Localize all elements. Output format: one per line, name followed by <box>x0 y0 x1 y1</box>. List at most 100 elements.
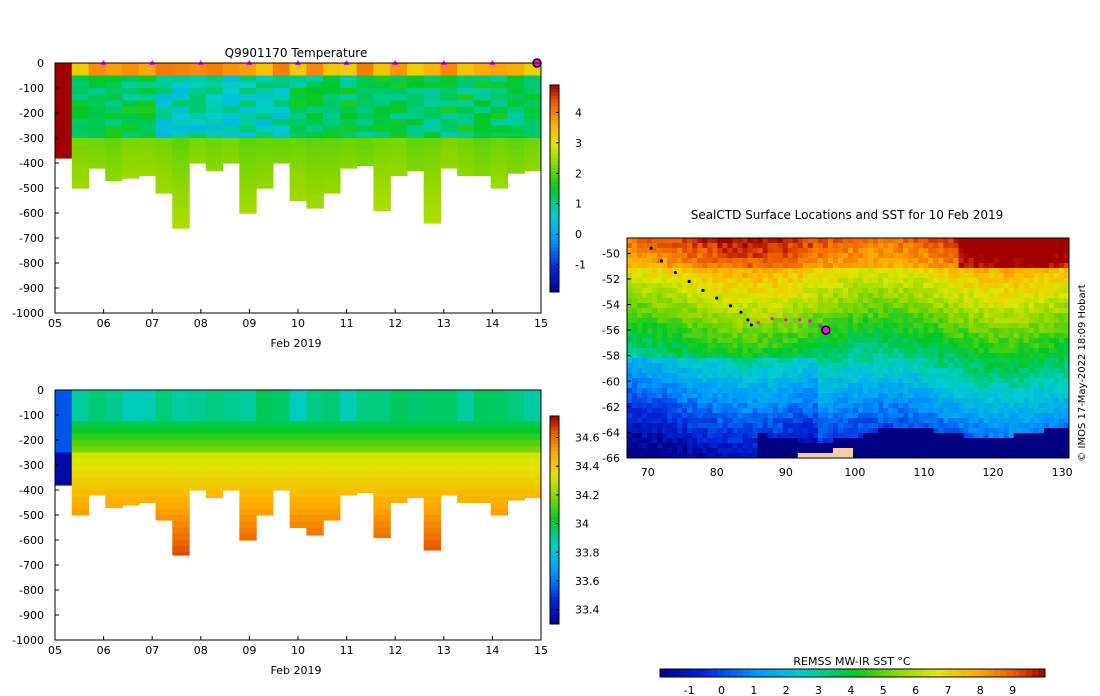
sst-cell <box>893 263 899 269</box>
sst-cell <box>777 278 784 284</box>
sst-cell <box>1023 418 1030 424</box>
heat-cell <box>71 150 90 158</box>
sst-cell <box>807 238 814 244</box>
sst-cell <box>672 323 678 329</box>
sst-cell <box>727 298 734 304</box>
sst-cell <box>687 353 693 359</box>
sst-cell <box>853 323 859 329</box>
sst-cell <box>958 428 965 434</box>
sst-cell <box>1063 243 1069 249</box>
sst-cell <box>1013 303 1020 309</box>
sst-cell <box>782 278 789 284</box>
heat-cell <box>105 63 123 70</box>
sst-cell <box>712 403 719 409</box>
sst-cell <box>903 328 909 334</box>
sst-cell <box>938 338 945 344</box>
sst-cell <box>687 378 693 384</box>
heat-cell <box>289 521 307 529</box>
sst-cell <box>697 393 703 399</box>
sst-cell <box>958 298 965 304</box>
sst-cell <box>1028 433 1035 439</box>
sst-cell <box>637 398 643 404</box>
sst-cell <box>772 353 779 359</box>
colorbar-segment <box>550 236 559 241</box>
sst-cell <box>848 248 854 254</box>
sst-cell <box>827 373 834 379</box>
sst-cell <box>672 393 678 399</box>
heat-cell <box>473 81 492 89</box>
sst-cell <box>883 393 889 399</box>
sst-cell <box>1058 328 1065 334</box>
heat-cell <box>222 408 240 416</box>
y-tick-label: -300 <box>19 132 44 145</box>
sst-cell <box>732 293 739 299</box>
sst-cell <box>1028 358 1035 364</box>
heat-cell <box>507 433 525 441</box>
sst-cell <box>963 353 970 359</box>
sst-cell <box>727 388 734 394</box>
heat-cell <box>440 477 458 485</box>
colorbar-segment <box>550 558 559 563</box>
sst-cell <box>762 273 769 279</box>
sst-cell <box>1003 428 1010 434</box>
heat-cell <box>122 169 140 177</box>
sst-cell <box>832 358 839 364</box>
sst-cell <box>928 418 934 424</box>
sst-cell <box>782 363 789 369</box>
sst-cell <box>853 403 859 409</box>
sst-cell <box>742 438 749 444</box>
sst-cell <box>817 348 824 354</box>
sst-cell <box>898 403 904 409</box>
sst-cell <box>893 248 899 254</box>
sst-cell <box>647 413 653 419</box>
sst-cell <box>732 373 739 379</box>
sst-cell <box>1003 363 1010 369</box>
sst-cell <box>933 388 940 394</box>
sst-cell <box>1023 263 1030 269</box>
heat-cell <box>239 515 257 522</box>
sst-cell <box>908 253 914 259</box>
heat-cell <box>323 156 341 164</box>
sst-cell <box>687 348 693 354</box>
sst-cell <box>878 273 884 279</box>
sst-cell <box>677 433 683 439</box>
sst-cell <box>1008 423 1015 429</box>
heat-cell <box>339 63 358 70</box>
sst-cell <box>657 343 663 349</box>
sst-cell <box>928 368 934 374</box>
sst-cell <box>1023 423 1030 429</box>
sst-cell <box>772 263 779 269</box>
heat-cell <box>440 119 458 127</box>
sst-cell <box>797 343 804 349</box>
sst-cell <box>772 343 779 349</box>
sst-cell <box>677 348 683 354</box>
sst-cell <box>1053 408 1060 414</box>
sst-cell <box>973 428 980 434</box>
sst-cell <box>747 273 754 279</box>
sst-cell <box>812 383 819 389</box>
sst-cell <box>647 243 653 249</box>
sst-cell <box>863 298 869 304</box>
heat-cell <box>373 458 391 466</box>
sst-cell <box>978 293 985 299</box>
sst-cell <box>948 313 955 319</box>
sst-cell <box>812 248 819 254</box>
sst-cell <box>938 253 945 259</box>
sst-cell <box>637 253 643 259</box>
heat-cell <box>105 156 123 164</box>
sst-cell <box>928 428 934 434</box>
heat-cell <box>406 390 425 397</box>
sst-cell <box>938 413 945 419</box>
sst-cell <box>883 268 889 274</box>
sst-cell <box>988 258 995 264</box>
sst-cell <box>737 403 744 409</box>
sst-cell <box>737 303 744 309</box>
sst-cell <box>963 323 970 329</box>
sst-cell <box>822 333 829 339</box>
sst-cell <box>1023 363 1030 369</box>
sst-cell <box>802 333 809 339</box>
sst-cell <box>893 428 899 434</box>
sst-cell <box>772 398 779 404</box>
y-tick-label: -400 <box>19 484 44 497</box>
sst-cell <box>652 263 658 269</box>
